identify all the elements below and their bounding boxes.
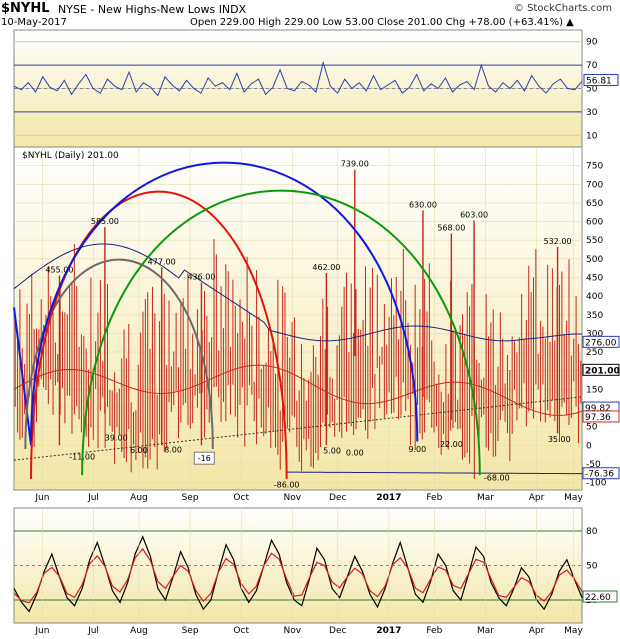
month-label: Dec (329, 626, 346, 636)
chart-symbol: $NYHL (1, 1, 50, 16)
trough-label: 5.00 (323, 446, 341, 455)
stoch-value-box (582, 590, 618, 603)
price-tick-label: 450 (586, 273, 603, 283)
rsi-value-label: 56.81 (586, 77, 612, 87)
month-label: Aug (130, 493, 148, 503)
price-value-label: 97.36 (585, 413, 611, 423)
month-label: May (564, 493, 583, 503)
price-tick-label: 150 (586, 385, 603, 395)
ohlc-summary: Open 229.00 High 229.00 Low 53.00 Close … (190, 17, 574, 28)
stochastic-panel: 20508022.60 JunJulAugSepOctNovDec2017Feb… (13, 507, 618, 636)
price-tick-label: 250 (586, 348, 603, 358)
month-label: Feb (426, 493, 442, 503)
month-label: Aug (130, 626, 148, 636)
trough-label: 35.00 (548, 435, 571, 444)
annotation-box (193, 451, 215, 465)
month-label: Nov (284, 626, 302, 636)
month-label: Oct (233, 626, 249, 636)
price-panel: 455.00 585.00 477.00 436.00 462.00 739.00 630.… (13, 146, 620, 503)
month-label: Oct (233, 493, 249, 503)
price-value-box (582, 335, 620, 348)
stoch-tick-label: 50 (586, 562, 598, 572)
price-value-box (582, 467, 620, 480)
rsi-tick-label: 50 (586, 85, 598, 95)
price-value-label: 201.00 (585, 366, 620, 376)
month-label: Nov (284, 493, 302, 503)
month-label: Jun (34, 626, 49, 636)
price-tick-label: 550 (586, 236, 603, 246)
month-label: Mar (477, 626, 494, 636)
trough-label: -11.00 (69, 452, 95, 461)
rsi-tick-label: 10 (586, 131, 598, 141)
month-label: Dec (329, 493, 346, 503)
peak-label: 568.00 (437, 223, 465, 232)
month-label: Jul (87, 626, 99, 636)
price-value-label: 276.00 (585, 338, 617, 348)
copyright-notice: © StockCharts.com (513, 3, 612, 14)
price-tick-label: 600 (586, 218, 603, 228)
price-tick-label: 750 (586, 162, 603, 172)
price-panel-title: $NYHL (Daily) 201.00 (22, 151, 119, 161)
rsi-tick-label: 70 (586, 61, 598, 71)
price-tick-label: 650 (586, 199, 603, 209)
price-value-box (582, 410, 620, 423)
price-tick-label: 0 (586, 441, 592, 451)
peak-label: 436.00 (187, 273, 215, 282)
peak-label: 630.00 (409, 200, 437, 209)
month-label: Jun (34, 493, 49, 503)
price-tick-label: -50 (586, 460, 601, 470)
price-tick-label: -100 (586, 479, 607, 489)
month-label: Apr (529, 493, 545, 503)
month-label: May (564, 626, 583, 636)
trough-label: 9.00 (408, 445, 426, 454)
price-tick-label: 500 (586, 255, 603, 265)
stoch-value-label: 22.60 (585, 593, 611, 603)
stoch-tick-label: 80 (586, 527, 598, 537)
peak-label: 532.00 (544, 237, 572, 246)
chart-description: NYSE - New Highs-New Lows INDX (58, 3, 247, 16)
month-label: Mar (477, 493, 494, 503)
annotation-label: -16 (198, 454, 211, 463)
chart-date: 10-May-2017 (1, 17, 67, 28)
trough-label: 39.00 (105, 434, 128, 443)
month-label: 2017 (376, 493, 401, 503)
peak-label: 603.00 (460, 210, 488, 219)
peak-label: 455.00 (45, 266, 73, 275)
month-label: Sep (182, 493, 199, 503)
price-value-label: -76.36 (585, 470, 614, 480)
arc-blue-leadin (13, 307, 33, 446)
trough-label: 0.00 (346, 448, 364, 457)
rsi-tick-label: 90 (586, 38, 598, 48)
month-label: Apr (529, 626, 545, 636)
price-value-box (582, 363, 620, 376)
price-tick-label: 700 (586, 180, 603, 190)
rsi-value-box (583, 74, 619, 87)
month-label: Feb (426, 626, 442, 636)
trough-label: 8.00 (164, 445, 182, 454)
month-label: 2017 (376, 626, 401, 636)
rsi-tick-label: 30 (586, 108, 598, 118)
price-tick-label: 350 (586, 311, 603, 321)
price-tick-label: 400 (586, 292, 603, 302)
trough-label: -68.00 (484, 474, 510, 483)
month-label: Jul (87, 493, 99, 503)
peak-label: 739.00 (341, 160, 369, 169)
price-value-label: 99.82 (585, 404, 611, 414)
peak-label: 462.00 (312, 263, 340, 272)
peak-label: 585.00 (91, 217, 119, 226)
price-tick-label: 300 (586, 329, 603, 339)
trough-label: -86.00 (274, 480, 300, 489)
trough-label: 6.00 (130, 446, 148, 455)
price-tick-label: 50 (586, 423, 598, 433)
peak-label: 477.00 (148, 257, 176, 266)
rsi-panel: 10 30 50 70 90 56.81 (13, 29, 619, 148)
month-label: Sep (182, 626, 199, 636)
trough-label: 22.00 (440, 440, 463, 449)
